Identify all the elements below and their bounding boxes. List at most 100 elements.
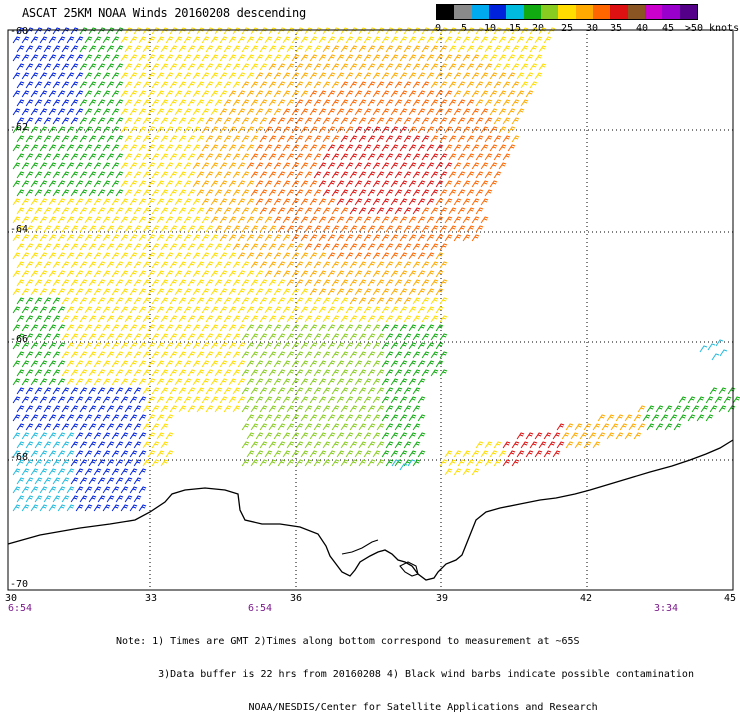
wind-barb xyxy=(412,369,421,377)
wind-barb xyxy=(372,270,381,278)
wind-barb xyxy=(322,99,331,107)
wind-barb xyxy=(345,126,354,134)
wind-barb xyxy=(300,54,309,62)
wind-barb xyxy=(124,99,133,107)
wind-barb xyxy=(66,378,75,386)
wind-barb xyxy=(115,297,124,305)
wind-barb xyxy=(412,315,421,323)
wind-barb xyxy=(232,63,241,71)
wind-barb xyxy=(43,225,52,233)
map-title: ASCAT 25KM NOAA Winds 20160208 descendin… xyxy=(22,6,306,20)
wind-barb xyxy=(97,225,106,233)
wind-barb xyxy=(466,27,475,35)
wind-barb xyxy=(115,153,124,161)
wind-barb xyxy=(511,441,520,449)
wind-barb xyxy=(340,441,349,449)
wind-barb xyxy=(408,432,417,440)
wind-barb xyxy=(228,378,237,386)
wind-barb xyxy=(120,54,129,62)
wind-barb xyxy=(151,171,160,179)
wind-barb xyxy=(160,81,169,89)
wind-barb xyxy=(250,441,259,449)
wind-barb xyxy=(340,189,349,197)
wind-barb xyxy=(79,297,88,305)
wind-barb xyxy=(241,351,250,359)
wind-barb xyxy=(196,135,205,143)
wind-barb xyxy=(165,252,174,260)
wind-barb xyxy=(84,126,93,134)
wind-barb xyxy=(237,108,246,116)
wind-barb xyxy=(399,360,408,368)
wind-barb xyxy=(322,135,331,143)
wind-barb xyxy=(43,243,52,251)
wind-barb xyxy=(471,108,480,116)
wind-barb xyxy=(142,369,151,377)
wind-barb xyxy=(21,162,30,170)
wind-barb xyxy=(412,135,421,143)
wind-barb xyxy=(408,198,417,206)
wind-barb xyxy=(97,99,106,107)
wind-barb xyxy=(403,153,412,161)
wind-barb xyxy=(52,477,61,485)
wind-barb xyxy=(327,288,336,296)
legend-color-bar xyxy=(436,4,698,20)
wind-barb xyxy=(309,432,318,440)
wind-barb xyxy=(381,270,390,278)
wind-barb xyxy=(480,162,489,170)
wind-barb xyxy=(268,351,277,359)
wind-barb xyxy=(169,297,178,305)
wind-barb xyxy=(295,63,304,71)
wind-barb xyxy=(88,153,97,161)
wind-barb xyxy=(133,459,142,467)
wind-barb xyxy=(390,324,399,332)
wind-barb xyxy=(394,315,403,323)
wind-barb xyxy=(277,45,286,53)
wind-barb xyxy=(498,162,507,170)
wind-barb xyxy=(129,414,138,422)
wind-barb xyxy=(435,162,444,170)
wind-barb xyxy=(151,45,160,53)
wind-barb xyxy=(430,207,439,215)
wind-barb xyxy=(268,387,277,395)
wind-barb xyxy=(331,261,340,269)
wind-barb xyxy=(655,405,664,413)
wind-barb xyxy=(484,189,493,197)
wind-barb xyxy=(255,198,264,206)
wind-barb xyxy=(259,387,268,395)
wind-barb xyxy=(309,36,318,44)
wind-barb xyxy=(327,378,336,386)
wind-barb xyxy=(192,306,201,314)
wind-barb xyxy=(669,414,678,422)
wind-barb xyxy=(228,216,237,224)
wind-barb xyxy=(124,81,133,89)
wind-barb xyxy=(57,414,66,422)
wind-barb xyxy=(39,504,48,512)
wind-barb xyxy=(187,45,196,53)
wind-barb xyxy=(426,324,435,332)
wind-barb xyxy=(66,180,75,188)
wind-barb xyxy=(538,27,547,35)
wind-barb xyxy=(403,63,412,71)
wind-barb xyxy=(84,306,93,314)
wind-barb xyxy=(115,225,124,233)
wind-barb xyxy=(201,198,210,206)
wind-barb xyxy=(219,252,228,260)
wind-barb xyxy=(394,207,403,215)
wind-barb xyxy=(66,450,75,458)
wind-barb xyxy=(493,45,502,53)
wind-barb xyxy=(165,450,174,458)
wind-barb xyxy=(79,477,88,485)
wind-barb xyxy=(304,99,313,107)
time-label-middle: 6:54 xyxy=(248,603,273,614)
wind-barb xyxy=(453,450,462,458)
wind-barb xyxy=(66,126,75,134)
wind-barb xyxy=(493,27,502,35)
wind-barb xyxy=(66,54,75,62)
wind-barb xyxy=(79,315,88,323)
wind-barb xyxy=(237,324,246,332)
wind-barb xyxy=(52,117,61,125)
wind-barb xyxy=(43,351,52,359)
wind-barb xyxy=(156,270,165,278)
wind-barb xyxy=(223,315,232,323)
wind-barb xyxy=(192,108,201,116)
